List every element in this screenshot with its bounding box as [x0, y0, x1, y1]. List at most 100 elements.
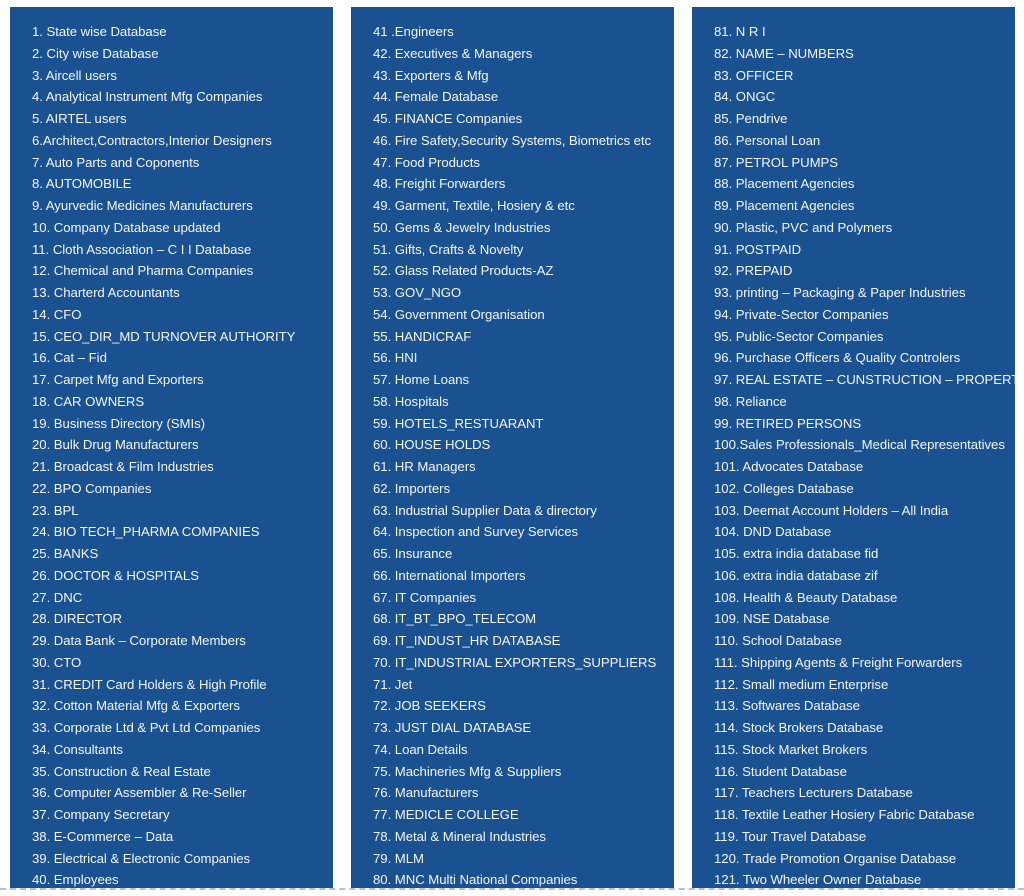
list-item[interactable]: 2. City wise Database [32, 45, 159, 61]
list-item[interactable]: 87. PETROL PUMPS [714, 154, 839, 170]
list-item[interactable]: 101. Advocates Database [714, 459, 864, 474]
list-item[interactable]: 48. Freight Forwarders [373, 176, 506, 192]
list-item[interactable]: 117. Teachers Lecturers Database [714, 785, 913, 801]
list-item[interactable]: 59. HOTELS_RESTUARANT [373, 415, 544, 431]
list-item[interactable]: 62. Importers [373, 480, 451, 496]
list-item[interactable]: 75. Machineries Mfg & Suppliers [373, 763, 562, 779]
list-item[interactable]: 70. IT_INDUSTRIAL EXPORTERS_SUPPLIERS [373, 654, 657, 670]
list-item[interactable]: 52. Glass Related Products-AZ [373, 263, 554, 279]
list-item[interactable]: 44. Female Database [373, 89, 499, 105]
list-item[interactable]: 109. NSE Database [714, 611, 830, 627]
list-item[interactable]: 46. Fire Safety,Security Systems, Biomet… [373, 132, 652, 148]
list-item[interactable]: 31. CREDIT Card Holders & High Profile [32, 676, 267, 692]
list-item[interactable]: 111. Shipping Agents & Freight Forwarder… [714, 654, 963, 670]
list-item[interactable]: 4. Analytical Instrument Mfg Companies [32, 89, 263, 105]
list-item[interactable]: 34. Consultants [32, 741, 123, 757]
list-item[interactable]: 100.Sales Professionals_Medical Represen… [714, 437, 1005, 453]
list-item[interactable]: 50. Gems & Jewelry Industries [373, 219, 551, 235]
list-item[interactable]: 69. IT_INDUST_HR DATABASE [373, 633, 561, 648]
list-item[interactable]: 7. Auto Parts and Coponents [32, 154, 200, 170]
list-item[interactable]: 108. Health & Beauty Database [714, 589, 898, 605]
list-item[interactable]: 55. HANDICRAF [373, 328, 472, 344]
list-item[interactable]: 17. Carpet Mfg and Exporters [32, 372, 204, 387]
list-item[interactable]: 81. N R I [714, 24, 766, 39]
list-item[interactable]: 40. Employees [32, 872, 119, 888]
list-item[interactable]: 54. Government Organisation [373, 306, 545, 322]
list-item[interactable]: 113. Softwares Database [714, 698, 860, 714]
list-item[interactable]: 116. Student Database [714, 763, 847, 779]
list-item[interactable]: 76. Manufacturers [373, 785, 479, 801]
list-item[interactable]: 77. MEDICLE COLLEGE [373, 807, 519, 822]
list-item[interactable]: 43. Exporters & Mfg [373, 67, 489, 83]
list-item[interactable]: 74. Loan Details [373, 741, 468, 757]
list-item[interactable]: 13. Charterd Accountants [32, 285, 180, 300]
list-item[interactable]: 3. Aircell users [32, 67, 117, 83]
list-item[interactable]: 88. Placement Agencies [714, 176, 855, 192]
list-item[interactable]: 57. Home Loans [373, 372, 470, 387]
list-item[interactable]: 115. Stock Market Brokers [714, 741, 868, 757]
list-item[interactable]: 56. HNI [373, 350, 418, 366]
list-item[interactable]: 49. Garment, Textile, Hosiery & etc [373, 198, 575, 213]
list-item[interactable]: 37. Company Secretary [32, 807, 170, 822]
list-item[interactable]: 85. Pendrive [714, 111, 788, 126]
list-item[interactable]: 91. POSTPAID [714, 241, 802, 257]
list-item[interactable]: 26. DOCTOR & HOSPITALS [32, 567, 199, 583]
list-item[interactable]: 67. IT Companies [373, 589, 477, 605]
list-item[interactable]: 24. BIO TECH_PHARMA COMPANIES [32, 524, 260, 540]
list-item[interactable]: 86. Personal Loan [714, 132, 821, 148]
list-item[interactable]: 95. Public-Sector Companies [714, 328, 884, 344]
list-item[interactable]: 29. Data Bank – Corporate Members [32, 633, 246, 648]
list-item[interactable]: 28. DIRECTOR [32, 611, 123, 627]
list-item[interactable]: 51. Gifts, Crafts & Novelty [373, 241, 524, 257]
list-item[interactable]: 20. Bulk Drug Manufacturers [32, 437, 199, 453]
list-item[interactable]: 45. FINANCE Companies [373, 111, 523, 126]
list-item[interactable]: 53. GOV_NGO [373, 285, 462, 300]
list-item[interactable]: 80. MNC Multi National Companies [373, 872, 578, 888]
list-item[interactable]: 106. extra india database zif [714, 567, 878, 583]
list-item[interactable]: 79. MLM [373, 850, 424, 866]
list-item[interactable]: 68. IT_BT_BPO_TELECOM [373, 611, 537, 627]
list-item[interactable]: 9. Ayurvedic Medicines Manufacturers [32, 198, 253, 213]
list-item[interactable]: 105. extra india database fid [714, 546, 879, 561]
list-item[interactable]: 114. Stock Brokers Database [714, 720, 884, 735]
list-item[interactable]: 99. RETIRED PERSONS [714, 415, 862, 431]
list-item[interactable]: 38. E-Commerce – Data [32, 828, 174, 844]
list-item[interactable]: 61. HR Managers [373, 459, 476, 474]
list-item[interactable]: 83. OFFICER [714, 67, 794, 83]
list-item[interactable]: 65. Insurance [373, 546, 453, 561]
list-item[interactable]: 35. Construction & Real Estate [32, 763, 211, 779]
list-item[interactable]: 98. Reliance [714, 393, 787, 409]
list-item[interactable]: 36. Computer Assembler & Re-Seller [32, 785, 247, 801]
list-item[interactable]: 78. Metal & Mineral Industries [373, 828, 546, 844]
list-item[interactable]: 102. Colleges Database [714, 480, 854, 496]
list-item[interactable]: 19. Business Directory (SMIs) [32, 415, 205, 431]
list-item[interactable]: 1. State wise Database [32, 24, 167, 39]
list-item[interactable]: 39. Electrical & Electronic Companies [32, 850, 251, 866]
list-item[interactable]: 25. BANKS [32, 546, 99, 561]
list-item[interactable]: 23. BPL [32, 502, 79, 518]
list-item[interactable]: 58. Hospitals [373, 393, 449, 409]
list-item[interactable]: 93. printing – Packaging & Paper Industr… [714, 285, 966, 300]
list-item[interactable]: 103. Deemat Account Holders – All India [714, 502, 949, 518]
list-item[interactable]: 30. CTO [32, 654, 82, 670]
list-item[interactable]: 12. Chemical and Pharma Companies [32, 263, 254, 279]
list-item[interactable]: 94. Private-Sector Companies [714, 306, 889, 322]
list-item[interactable]: 104. DND Database [714, 524, 832, 540]
list-item[interactable]: 10. Company Database updated [32, 219, 221, 235]
list-item[interactable]: 89. Placement Agencies [714, 198, 855, 213]
list-item[interactable]: 118. Textile Leather Hosiery Fabric Data… [714, 807, 975, 822]
list-item[interactable]: 110. School Database [714, 633, 842, 648]
list-item[interactable]: 73. JUST DIAL DATABASE [373, 720, 532, 735]
list-item[interactable]: 15. CEO_DIR_MD TURNOVER AUTHORITY [32, 328, 296, 344]
list-item[interactable]: 64. Inspection and Survey Services [373, 524, 579, 540]
list-item[interactable]: 47. Food Products [373, 154, 480, 170]
list-item[interactable]: 72. JOB SEEKERS [373, 698, 486, 714]
list-item[interactable]: 6.Architect,Contractors,Interior Designe… [32, 132, 272, 148]
list-item[interactable]: 63. Industrial Supplier Data & directory [373, 502, 597, 518]
list-item[interactable]: 60. HOUSE HOLDS [373, 437, 491, 453]
list-item[interactable]: 84. ONGC [714, 89, 776, 105]
list-item[interactable]: 119. Tour Travel Database [714, 828, 867, 844]
list-item[interactable]: 32. Cotton Material Mfg & Exporters [32, 698, 240, 714]
list-item[interactable]: 18. CAR OWNERS [32, 393, 145, 409]
list-item[interactable]: 22. BPO Companies [32, 480, 152, 496]
